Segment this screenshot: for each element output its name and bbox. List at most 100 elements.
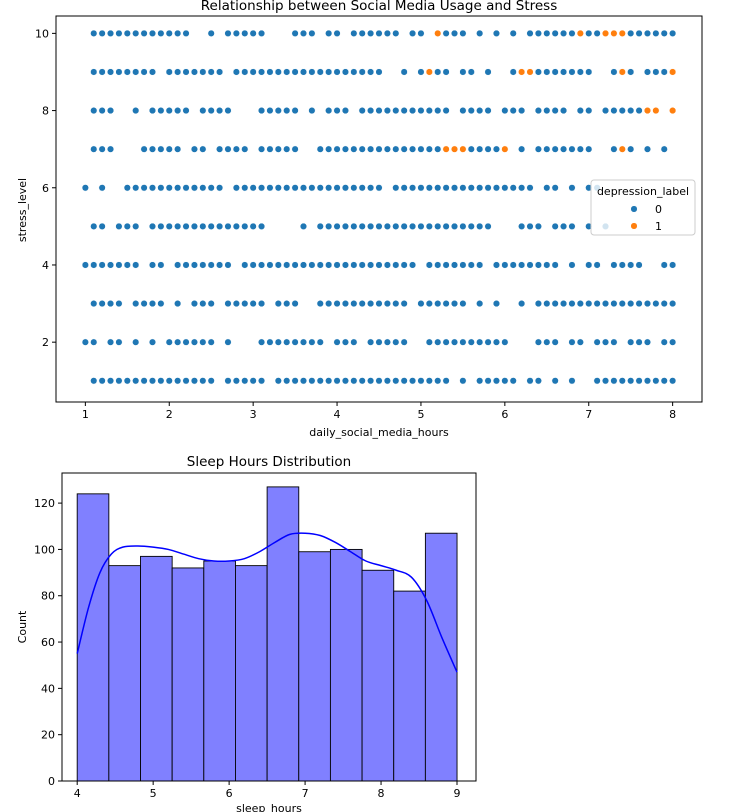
scatter-point — [241, 184, 249, 192]
scatter-point — [341, 261, 349, 269]
scatter-point — [610, 68, 618, 76]
scatter-point — [90, 145, 98, 153]
scatter-point — [576, 338, 584, 346]
scatter-point — [308, 68, 316, 76]
legend-label-1: 1 — [655, 220, 662, 233]
scatter-point — [635, 107, 643, 115]
scatter-point — [652, 68, 660, 76]
scatter-point — [341, 184, 349, 192]
scatter-point — [325, 107, 333, 115]
scatter-point — [358, 184, 366, 192]
scatter-point — [543, 107, 551, 115]
histogram-chart: Sleep Hours Distribution 4 5 6 7 8 9 0 20 40 60 8… — [16, 454, 477, 812]
scatter-point-depressed — [459, 145, 467, 153]
scatter-point — [400, 300, 408, 308]
legend-marker-0 — [630, 205, 638, 213]
scatter-point-depressed — [576, 29, 584, 37]
scatter-point — [576, 107, 584, 115]
scatter-point — [409, 107, 417, 115]
scatter-point — [274, 377, 282, 385]
scatter-point — [501, 377, 509, 385]
scatter-point — [123, 29, 131, 37]
scatter-y-label: stress_level — [16, 178, 29, 242]
x-tick-label: 8 — [378, 787, 385, 800]
scatter-point — [190, 261, 198, 269]
x-tick-label: 9 — [454, 787, 461, 800]
y-tick-label: 0 — [48, 775, 55, 788]
scatter-point — [98, 145, 106, 153]
scatter-point — [182, 29, 190, 37]
scatter-point — [174, 300, 182, 308]
scatter-point — [417, 300, 425, 308]
scatter-point — [551, 145, 559, 153]
scatter-point — [106, 29, 115, 37]
scatter-point — [392, 222, 400, 230]
x-tick-label: 5 — [417, 408, 424, 421]
scatter-point — [140, 377, 148, 385]
scatter-point — [417, 107, 425, 115]
scatter-point — [266, 338, 274, 346]
scatter-point — [98, 261, 106, 269]
scatter-point — [375, 261, 383, 269]
scatter-point — [425, 184, 433, 192]
scatter-point — [635, 300, 643, 308]
scatter-point — [392, 300, 400, 308]
scatter-point — [442, 29, 450, 37]
scatter-point — [434, 107, 442, 115]
scatter-point — [526, 261, 534, 269]
scatter-point — [283, 68, 291, 76]
scatter-point — [333, 338, 341, 346]
scatter-point — [669, 377, 677, 385]
scatter-point — [400, 261, 408, 269]
scatter-point — [257, 261, 266, 269]
scatter-point — [568, 68, 576, 76]
scatter-point — [148, 261, 157, 269]
scatter-point — [291, 184, 299, 192]
scatter-point — [148, 184, 157, 192]
scatter-point — [257, 222, 266, 230]
scatter-point — [618, 377, 626, 385]
scatter-point — [207, 107, 215, 115]
scatter-point — [627, 107, 635, 115]
scatter-point — [358, 261, 366, 269]
scatter-point — [341, 338, 349, 346]
scatter-point — [660, 145, 668, 153]
scatter-point — [325, 222, 333, 230]
scatter-point — [518, 300, 526, 308]
histogram-bar — [140, 555, 173, 782]
x-tick-label: 8 — [669, 408, 676, 421]
scatter-point — [568, 338, 576, 346]
scatter-point — [249, 68, 257, 76]
scatter-point — [249, 300, 257, 308]
scatter-point — [627, 29, 635, 37]
legend-label-0: 0 — [655, 203, 662, 216]
scatter-point — [375, 222, 383, 230]
scatter-point — [148, 107, 157, 115]
scatter-point — [534, 68, 542, 76]
scatter-point — [174, 338, 182, 346]
scatter-point — [148, 338, 157, 346]
scatter-point — [383, 145, 391, 153]
scatter-point — [543, 184, 551, 192]
scatter-point — [132, 184, 140, 192]
scatter-point — [551, 29, 559, 37]
scatter-point — [224, 261, 232, 269]
scatter-point — [266, 68, 274, 76]
scatter-point — [299, 222, 308, 230]
scatter-point — [660, 338, 668, 346]
scatter-point — [165, 338, 173, 346]
scatter-point — [543, 145, 551, 153]
y-tick-label: 20 — [41, 729, 55, 742]
scatter-point — [660, 68, 668, 76]
scatter-point — [551, 338, 559, 346]
histogram-y-ticks: 0 20 40 60 80 100 120 — [34, 497, 62, 788]
scatter-point — [350, 184, 358, 192]
scatter-point — [450, 338, 459, 346]
scatter-point — [467, 107, 475, 115]
scatter-point — [291, 107, 299, 115]
scatter-point — [207, 184, 215, 192]
scatter-point — [123, 184, 131, 192]
histogram-x-label: sleep_hours — [236, 802, 302, 812]
scatter-chart: Relationship between Social Media Usage … — [16, 0, 703, 439]
scatter-point — [610, 377, 618, 385]
